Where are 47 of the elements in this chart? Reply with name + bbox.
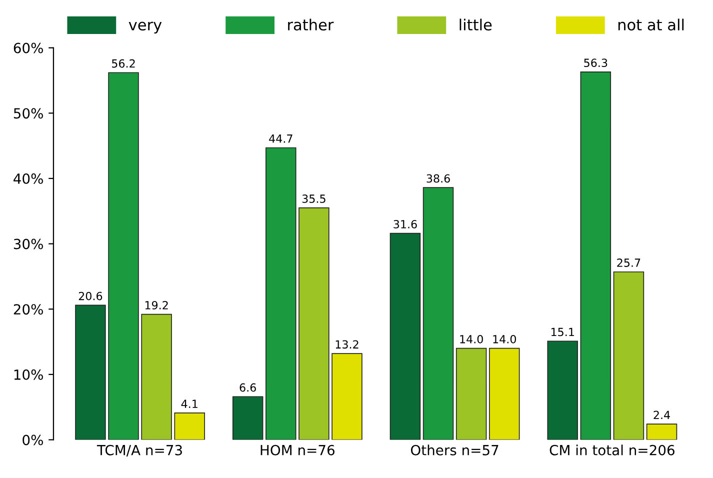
- bar: [489, 348, 520, 440]
- data-label: 4.1: [181, 400, 198, 408]
- bar: [298, 207, 330, 440]
- bar: [75, 304, 106, 440]
- x-tick-label: CM in total n=206: [550, 444, 674, 456]
- y-tick-label: 0%: [22, 434, 43, 446]
- bar: [422, 187, 454, 440]
- legend-label: little: [460, 18, 492, 31]
- bar: [266, 147, 296, 440]
- bar: [232, 396, 264, 440]
- data-label: 25.7: [617, 258, 640, 267]
- data-label: 20.6: [78, 292, 102, 300]
- bar: [613, 271, 644, 440]
- legend-label: very: [128, 22, 162, 34]
- data-label: 2.4: [654, 410, 670, 419]
- x-tick-label: TCM/A n=73: [96, 444, 182, 456]
- data-label: 19.2: [145, 301, 168, 310]
- x-tick-label: HOM n=76: [260, 444, 334, 456]
- legend-label: rather: [288, 18, 334, 31]
- y-tick-label: 10%: [14, 369, 43, 380]
- bar: [456, 348, 487, 440]
- y-tick-label: 20%: [14, 304, 43, 315]
- data-label: 14.0: [460, 334, 483, 344]
- bar: [174, 412, 205, 440]
- bar: [646, 424, 678, 440]
- y-tick-label: 30%: [14, 238, 43, 250]
- data-label: 56.3: [584, 58, 608, 68]
- data-label: 31.6: [394, 220, 417, 228]
- bar: [547, 340, 578, 440]
- bar: [390, 232, 421, 440]
- data-label: 6.6: [240, 383, 256, 392]
- bar: [108, 72, 139, 440]
- y-tick-label: 60%: [14, 42, 43, 54]
- bar: [580, 72, 612, 440]
- data-label: 35.5: [302, 194, 326, 203]
- data-label: 14.0: [493, 334, 516, 344]
- data-label: 13.2: [336, 340, 358, 349]
- legend-label: not at all: [618, 18, 684, 31]
- data-label: 56.2: [112, 59, 135, 68]
- x-tick-label: Others n=57: [410, 444, 498, 456]
- y-tick-label: 40%: [14, 173, 43, 184]
- data-label: 38.6: [426, 174, 450, 183]
- bar: [141, 314, 172, 440]
- bar: [332, 353, 362, 440]
- data-label: 15.1: [551, 328, 574, 336]
- data-label: 44.7: [269, 134, 292, 143]
- y-tick-label: 50%: [14, 108, 43, 119]
